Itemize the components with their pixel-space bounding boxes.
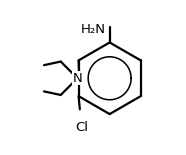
Text: Cl: Cl <box>75 121 88 134</box>
Text: H₂N: H₂N <box>81 23 106 36</box>
Text: N: N <box>73 72 82 85</box>
